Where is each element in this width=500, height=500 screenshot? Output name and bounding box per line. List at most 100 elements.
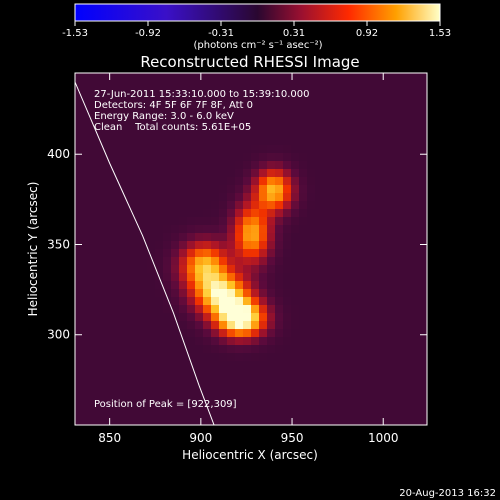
- heatmap-cell: [131, 161, 139, 169]
- heatmap-cell: [379, 385, 387, 393]
- heatmap-cell: [307, 305, 315, 313]
- heatmap-cell: [147, 393, 155, 401]
- heatmap-cell: [331, 353, 339, 361]
- heatmap-cell: [123, 401, 131, 409]
- heatmap-cell: [211, 201, 219, 209]
- heatmap-cell: [331, 321, 339, 329]
- heatmap-cell: [187, 361, 195, 369]
- heatmap-cell: [91, 385, 99, 393]
- heatmap-cell: [131, 401, 139, 409]
- heatmap-cell: [411, 153, 419, 161]
- heatmap-cell: [387, 257, 395, 265]
- heatmap-cell: [99, 153, 107, 161]
- heatmap-cell: [107, 305, 115, 313]
- heatmap-cell: [139, 305, 147, 313]
- heatmap-cell: [275, 233, 283, 241]
- heatmap-cell: [163, 161, 171, 169]
- heatmap-cell: [155, 401, 163, 409]
- heatmap-cell: [339, 369, 347, 377]
- heatmap-cell: [315, 89, 323, 97]
- heatmap-cell: [171, 369, 179, 377]
- heatmap-cell: [355, 121, 363, 129]
- heatmap-cell: [75, 241, 83, 249]
- heatmap-cell: [139, 297, 147, 305]
- heatmap-cell: [147, 361, 155, 369]
- heatmap-cell: [115, 201, 123, 209]
- heatmap-cell: [347, 401, 355, 409]
- heatmap-cell: [379, 105, 387, 113]
- heatmap-cell: [179, 329, 187, 337]
- heatmap-cell: [211, 281, 219, 289]
- heatmap-cell: [75, 121, 83, 129]
- heatmap-cell: [75, 81, 83, 89]
- heatmap-cell: [171, 137, 179, 145]
- heatmap-cell: [395, 265, 403, 273]
- heatmap-cell: [347, 105, 355, 113]
- heatmap-cell: [259, 409, 267, 417]
- heatmap-cell: [411, 201, 419, 209]
- heatmap-cell: [179, 233, 187, 241]
- heatmap-cell: [243, 89, 251, 97]
- heatmap-cell: [243, 361, 251, 369]
- heatmap-cell: [227, 209, 235, 217]
- heatmap-cell: [339, 121, 347, 129]
- heatmap-cell: [411, 161, 419, 169]
- heatmap-cell: [379, 193, 387, 201]
- heatmap-cell: [307, 417, 315, 425]
- heatmap-cell: [267, 249, 275, 257]
- heatmap-cell: [363, 161, 371, 169]
- heatmap-cell: [219, 401, 227, 409]
- heatmap-cell: [163, 393, 171, 401]
- heatmap-cell: [395, 289, 403, 297]
- heatmap-cell: [203, 361, 211, 369]
- heatmap-cell: [219, 233, 227, 241]
- heatmap-cell: [147, 265, 155, 273]
- heatmap-cell: [347, 353, 355, 361]
- heatmap-cell: [275, 265, 283, 273]
- heatmap-cell: [267, 137, 275, 145]
- heatmap-cell: [203, 105, 211, 113]
- heatmap-cell: [227, 329, 235, 337]
- heatmap-cell: [163, 89, 171, 97]
- heatmap-cell: [387, 193, 395, 201]
- heatmap-cell: [355, 345, 363, 353]
- heatmap-cell: [387, 377, 395, 385]
- heatmap-cell: [235, 385, 243, 393]
- heatmap-cell: [131, 105, 139, 113]
- heatmap-cell: [403, 265, 411, 273]
- heatmap-cell: [123, 153, 131, 161]
- heatmap-cell: [315, 225, 323, 233]
- heatmap-cell: [379, 217, 387, 225]
- heatmap-cell: [139, 393, 147, 401]
- heatmap-cell: [291, 321, 299, 329]
- heatmap-cell: [267, 113, 275, 121]
- heatmap-cell: [275, 321, 283, 329]
- heatmap-cell: [179, 377, 187, 385]
- heatmap-cell: [203, 209, 211, 217]
- heatmap-cell: [299, 281, 307, 289]
- heatmap-cell: [91, 161, 99, 169]
- heatmap-cell: [323, 393, 331, 401]
- heatmap-cell: [363, 201, 371, 209]
- heatmap-cell: [147, 329, 155, 337]
- heatmap-cell: [131, 89, 139, 97]
- heatmap-cell: [267, 417, 275, 425]
- heatmap-cell: [83, 185, 91, 193]
- heatmap-cell: [323, 225, 331, 233]
- chart-title: Reconstructed RHESSI Image: [140, 53, 359, 71]
- heatmap-cell: [323, 417, 331, 425]
- heatmap-cell: [275, 385, 283, 393]
- heatmap-cell: [355, 129, 363, 137]
- heatmap-cell: [347, 97, 355, 105]
- heatmap-cell: [371, 417, 379, 425]
- heatmap-cell: [275, 273, 283, 281]
- heatmap-cell: [267, 185, 275, 193]
- heatmap-cell: [355, 233, 363, 241]
- heatmap-cell: [91, 401, 99, 409]
- heatmap-cell: [291, 337, 299, 345]
- heatmap-cell: [267, 345, 275, 353]
- heatmap-cell: [235, 153, 243, 161]
- heatmap-cell: [299, 217, 307, 225]
- heatmap-cell: [131, 353, 139, 361]
- heatmap-cell: [107, 201, 115, 209]
